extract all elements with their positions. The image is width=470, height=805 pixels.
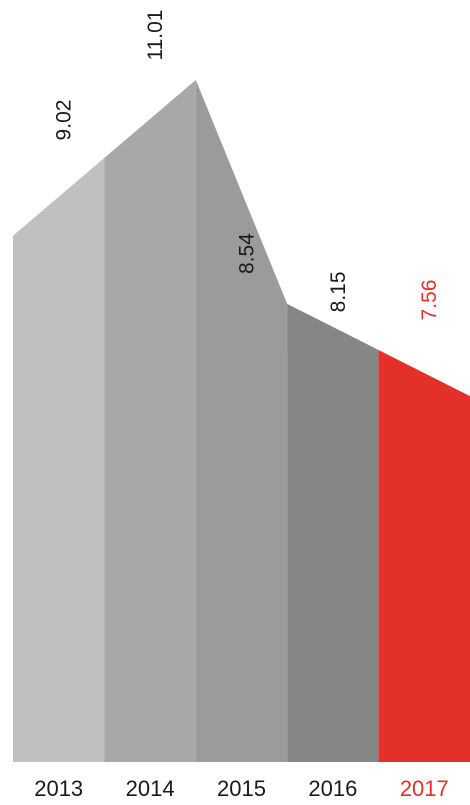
year-label-2015: 2015 xyxy=(217,776,266,801)
year-label-2014: 2014 xyxy=(126,776,175,801)
value-label-2017: 7.56 xyxy=(418,280,441,321)
year-label-2016: 2016 xyxy=(308,776,357,801)
value-label-2015: 8.54 xyxy=(235,233,258,274)
chart-value-labels: 9.02 11.01 8.54 8.15 7.56 xyxy=(53,10,442,321)
area-segment-2015 xyxy=(195,80,288,762)
value-label-2013: 9.02 xyxy=(53,100,76,141)
year-label-2013: 2013 xyxy=(34,776,83,801)
year-label-2017: 2017 xyxy=(400,776,449,801)
chart-segments xyxy=(13,80,470,762)
area-segment-2016 xyxy=(287,303,379,762)
value-label-2014: 11.01 xyxy=(144,10,167,61)
area-segment-2017 xyxy=(378,350,470,762)
value-label-2016: 8.15 xyxy=(327,271,350,312)
area-segment-2014 xyxy=(104,80,196,762)
chart-year-labels: 2013 2014 2015 2016 2017 xyxy=(34,776,449,801)
area-segment-2013 xyxy=(13,157,105,762)
